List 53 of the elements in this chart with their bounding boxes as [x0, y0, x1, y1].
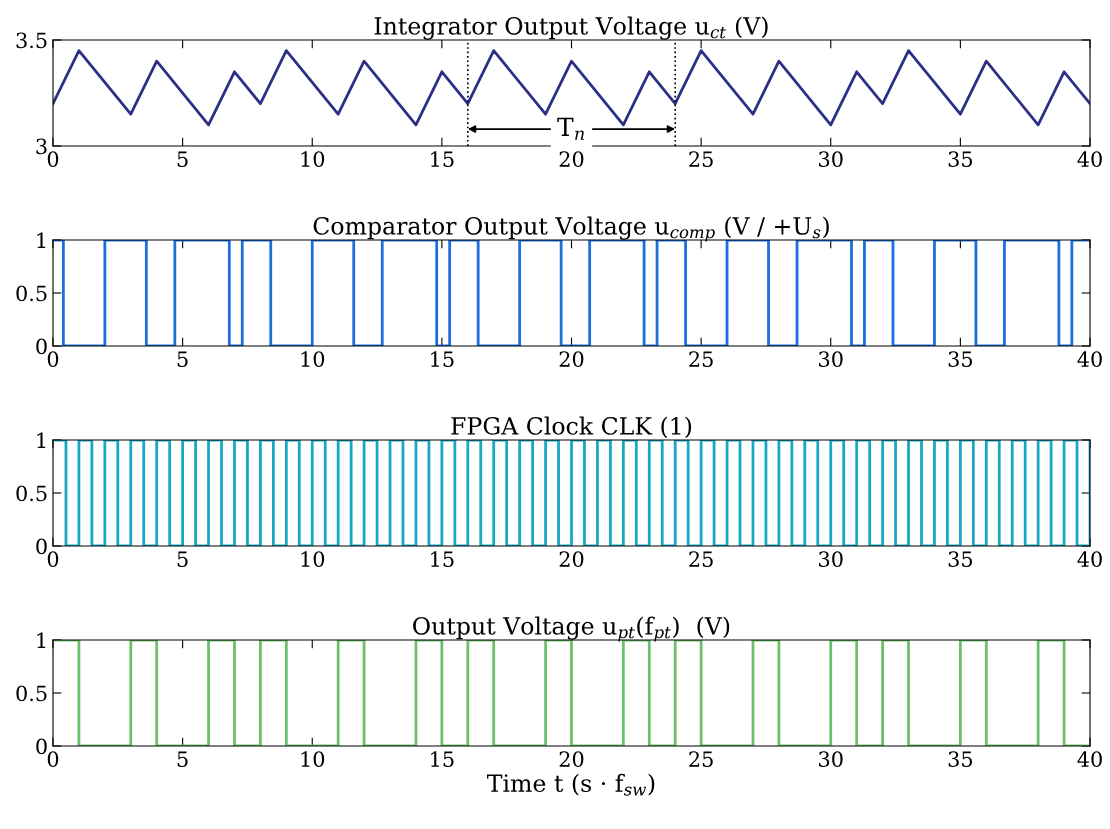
- y-tick-label: 1: [37, 432, 46, 448]
- x-tick-label: 25: [689, 551, 713, 567]
- y-tick-label: 0.5: [16, 685, 47, 702]
- x-tick-label: 15: [431, 551, 454, 567]
- y-tick-label: 1: [37, 232, 46, 248]
- chart-title: Output Voltage u$_{pt}$(f$_{pt}$) (V): [413, 616, 730, 642]
- x-tick-label: 35: [948, 351, 973, 367]
- x-tick-label: 15: [431, 751, 454, 767]
- x-tick-label: 5: [177, 351, 188, 367]
- chart-title: Integrator Output Voltage u$_{ct}$ (V): [374, 16, 768, 40]
- x-tick-label: 20: [559, 151, 584, 167]
- x-tick-label: 25: [689, 751, 713, 767]
- x-tick-label: 20: [559, 751, 584, 767]
- y-tick-label: 0: [36, 538, 47, 555]
- x-tick-label: 15: [431, 351, 454, 367]
- y-tick-label: 0: [36, 738, 47, 755]
- x-tick-label: 5: [177, 551, 188, 567]
- x-tick-label: 40: [1077, 151, 1102, 167]
- x-tick-label: 15: [431, 151, 454, 167]
- chart-title: Comparator Output Voltage u$_{comp}$ (V / +U$_{s}$): [313, 216, 829, 242]
- x-tick-label: 25: [689, 151, 713, 167]
- x-axis-title: Time t (s · f$_{sw}$): [486, 773, 655, 796]
- y-tick-label: 3: [36, 138, 47, 155]
- chart-title: FPGA Clock CLK (1): [451, 416, 692, 439]
- x-tick-label: 40: [1077, 551, 1102, 567]
- x-tick-label: 20: [559, 551, 584, 567]
- x-tick-label: 10: [301, 351, 325, 367]
- x-tick-label: 0: [47, 551, 59, 567]
- x-tick-label: 40: [1077, 751, 1102, 767]
- x-tick-label: 40: [1077, 351, 1102, 367]
- x-tick-label: 10: [301, 151, 325, 167]
- x-tick-label: 35: [948, 751, 973, 767]
- x-tick-label: 20: [559, 351, 584, 367]
- x-tick-label: 25: [689, 351, 713, 367]
- x-tick-label: 10: [301, 751, 325, 767]
- y-tick-label: 0: [36, 338, 47, 355]
- x-tick-label: 35: [948, 551, 973, 567]
- x-tick-label: 30: [819, 151, 843, 167]
- y-tick-label: 0.5: [16, 285, 47, 302]
- x-tick-label: 30: [819, 751, 843, 767]
- x-tick-label: 0: [47, 751, 59, 767]
- x-tick-label: 35: [948, 151, 973, 167]
- x-tick-label: 30: [819, 351, 843, 367]
- annotation: T$_{n}$: [557, 117, 584, 140]
- x-tick-label: 5: [177, 151, 188, 167]
- x-tick-label: 0: [47, 351, 59, 367]
- y-tick-label: 1: [37, 632, 46, 648]
- x-tick-label: 0: [47, 151, 59, 167]
- y-tick-label: 0.5: [16, 485, 47, 502]
- y-tick-label: 3.5: [16, 32, 47, 49]
- x-tick-label: 10: [301, 551, 325, 567]
- x-tick-label: 30: [819, 551, 843, 567]
- x-tick-label: 5: [177, 751, 188, 767]
